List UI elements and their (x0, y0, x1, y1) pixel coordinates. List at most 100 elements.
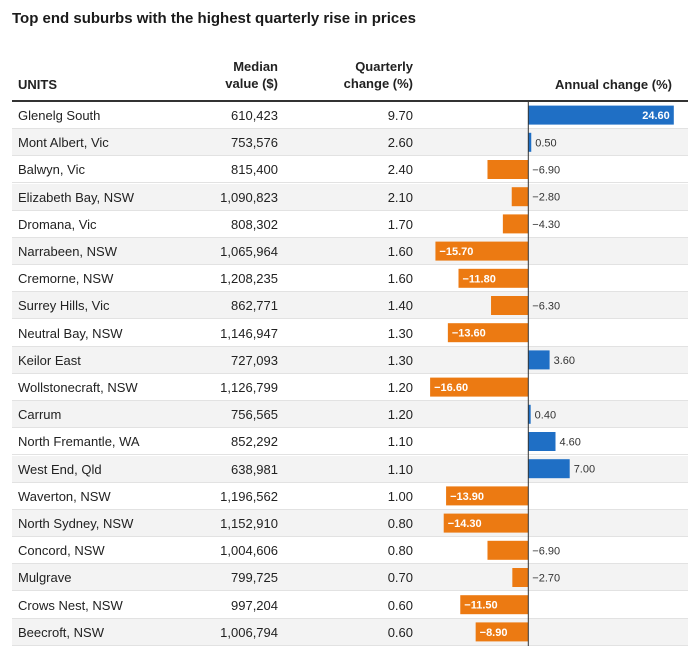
annual-change-label: 24.60 (642, 110, 670, 122)
suburb-name: Surrey Hills, Vic (18, 298, 110, 314)
row-background (12, 564, 688, 592)
row-separator (12, 372, 688, 374)
quarterly-change: 1.30 (387, 352, 413, 368)
row-background (12, 238, 688, 265)
table-row: Carrum 756,565 1.20 (0, 401, 700, 429)
median-value: 1,126,799 (220, 380, 278, 395)
annual-change-bar (487, 540, 529, 560)
suburb-name: Mulgrave (18, 570, 72, 586)
table-row: Glenelg South 610,423 9.70 (0, 102, 700, 129)
table-row: Surrey Hills, Vic 862,771 1.40 (0, 292, 700, 320)
suburb-name: Cremorne, NSW (18, 271, 114, 287)
annual-change-bar (487, 160, 529, 179)
median-value: 1,004,606 (220, 543, 278, 559)
row-separator (12, 481, 688, 483)
suburb-name: Carrum (18, 407, 62, 423)
quarterly-change: 1.20 (387, 407, 413, 423)
annual-change-bar (528, 432, 556, 451)
quarterly-change: 1.30 (387, 325, 413, 341)
table-row: Waverton, NSW 1,196,562 1.00 (0, 483, 700, 510)
median-value: 1,146,947 (220, 325, 278, 341)
median-value: 756,565 (231, 407, 278, 423)
table-row: Dromana, Vic 808,302 1.70 (0, 211, 700, 238)
median-value: 862,771 (231, 298, 278, 314)
suburb-name: Keilor East (18, 352, 81, 368)
quarterly-change: 0.60 (387, 624, 413, 640)
row-separator (12, 617, 688, 619)
suburb-name: Concord, NSW (18, 543, 105, 559)
quarterly-change: 1.60 (387, 244, 413, 259)
suburb-name: Glenelg South (18, 108, 101, 123)
table-row: North Fremantle, WA 852,292 1.10 (0, 428, 700, 456)
median-value: 808,302 (231, 216, 278, 232)
annual-change-label: −6.30 (532, 301, 560, 313)
annual-change-label: −2.80 (532, 192, 560, 204)
header-divider (12, 100, 688, 102)
row-separator (12, 264, 688, 265)
median-value: 815,400 (231, 162, 278, 178)
table-row: Beecroft, NSW 1,006,794 0.60 (0, 618, 700, 646)
row-background (12, 401, 688, 429)
median-value: 1,152,910 (220, 516, 278, 531)
annual-change-label: 7.00 (574, 464, 595, 476)
annual-change-label: −14.30 (448, 518, 482, 530)
table-row: West End, Qld 638,981 1.10 (0, 455, 700, 483)
annual-change-bar (528, 459, 570, 479)
table-row: Keilor East 727,093 1.30 (0, 346, 700, 374)
suburb-name: Elizabeth Bay, NSW (18, 189, 135, 205)
row-separator (12, 209, 688, 211)
annual-change-bar (475, 622, 529, 642)
median-value: 1,065,964 (220, 244, 278, 259)
row-background (12, 183, 688, 211)
row-separator (12, 536, 688, 537)
annual-change-label: −4.30 (532, 219, 560, 231)
row-separator (12, 345, 688, 347)
quarterly-change: 1.10 (387, 434, 413, 450)
quarterly-change: 1.60 (387, 271, 413, 287)
annual-change-label: −15.70 (439, 246, 473, 258)
row-separator (12, 427, 688, 429)
annual-change-bar (528, 105, 674, 125)
suburb-name: Dromana, Vic (18, 216, 97, 232)
quarterly-change: 2.10 (387, 189, 413, 205)
annual-change-label: −16.60 (434, 382, 468, 394)
annual-change-bar (446, 486, 529, 506)
table-row: Narrabeen, NSW 1,065,964 1.60 (0, 238, 700, 265)
median-value-header: Median value ($) (180, 58, 278, 92)
row-separator (12, 128, 688, 129)
suburb-name: Narrabeen, NSW (18, 244, 117, 259)
table-row: Wollstonecraft, NSW 1,126,799 1.20 (0, 374, 700, 401)
suburb-name: Wollstonecraft, NSW (18, 380, 138, 395)
quarterly-change: 0.60 (387, 597, 413, 613)
row-separator (12, 155, 688, 157)
row-background (12, 618, 688, 646)
annual-change-label: −11.80 (463, 273, 496, 285)
annual-change-label: 3.60 (554, 355, 575, 367)
table-row: Neutral Bay, NSW 1,146,947 1.30 (0, 320, 700, 347)
annual-change-bar (443, 513, 529, 533)
row-separator (12, 563, 688, 565)
suburb-name: Beecroft, NSW (18, 624, 104, 640)
chart-title: Top end suburbs with the highest quarter… (12, 10, 416, 27)
table-row: Concord, NSW 1,004,606 0.80 (0, 537, 700, 565)
row-separator (12, 291, 688, 293)
row-separator (12, 508, 688, 510)
suburb-name: Mont Albert, Vic (18, 135, 109, 151)
row-background (12, 292, 688, 320)
annual-change-label: 4.60 (560, 437, 581, 449)
annual-change-header: Annual change (%) (554, 77, 672, 92)
annual-change-bar (430, 377, 529, 397)
quarterly-change: 1.10 (387, 461, 413, 477)
median-value: 1,006,794 (220, 624, 278, 640)
row-background (12, 346, 688, 374)
median-value: 1,090,823 (220, 189, 278, 205)
quarterly-change: 0.80 (387, 516, 413, 531)
median-header-line2: value ($) (225, 76, 278, 91)
annual-change-bar (435, 241, 529, 261)
annual-change-label: −13.90 (450, 491, 484, 503)
quarterly-change: 1.70 (387, 216, 413, 232)
row-background (12, 510, 688, 537)
row-separator (12, 318, 688, 320)
median-value: 997,204 (231, 597, 278, 613)
median-value: 638,981 (231, 461, 278, 477)
